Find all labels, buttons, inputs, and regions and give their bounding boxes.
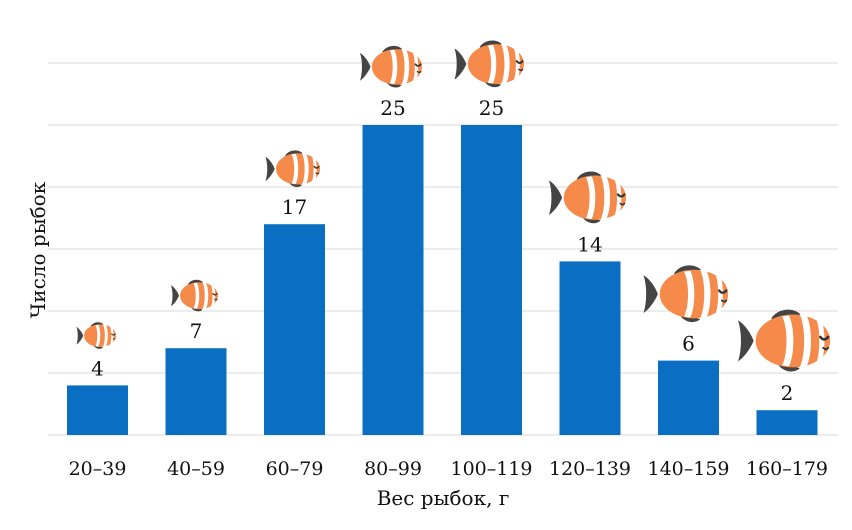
labels-layer: 4 20–39 7 40–59 17 60–79 25 80–99 25 100–119 14 120… (69, 96, 828, 480)
clownfish-icon (171, 279, 219, 312)
clownfish-icon (738, 308, 832, 373)
clownfish-icon (265, 149, 321, 188)
bar-value-label: 4 (91, 356, 104, 380)
bars-layer (67, 125, 818, 435)
bar-value-label: 25 (380, 96, 405, 120)
x-tick-label: 40–59 (167, 458, 225, 480)
bar (559, 261, 621, 435)
clownfish-icon (76, 321, 117, 350)
bar (658, 360, 719, 435)
bar-value-label: 2 (781, 381, 794, 405)
y-axis-label: Число рыбок (26, 181, 50, 318)
bar (756, 410, 818, 435)
bar (264, 224, 325, 435)
x-tick-label: 120–139 (549, 458, 631, 480)
x-tick-label: 140–159 (647, 458, 729, 480)
bar-value-label: 6 (682, 332, 695, 356)
x-tick-label: 20–39 (69, 458, 127, 480)
bar (165, 348, 227, 435)
bar-value-label: 7 (190, 319, 203, 343)
x-tick-label: 160–179 (746, 458, 828, 480)
bar-value-label: 25 (479, 96, 504, 120)
bar-value-label: 17 (282, 195, 307, 219)
bar-value-label: 14 (577, 232, 602, 256)
x-tick-label: 100–119 (450, 458, 532, 480)
clownfish-icon (360, 44, 423, 89)
bar (362, 125, 424, 435)
x-axis-label: Вес рыбок, г (377, 486, 510, 510)
clownfish-icon (643, 264, 730, 324)
bar (461, 125, 522, 435)
bar (67, 385, 128, 435)
clownfish-icon (454, 39, 526, 89)
x-tick-label: 80–99 (364, 458, 422, 480)
x-tick-label: 60–79 (266, 458, 324, 480)
clownfish-icon (549, 170, 628, 225)
